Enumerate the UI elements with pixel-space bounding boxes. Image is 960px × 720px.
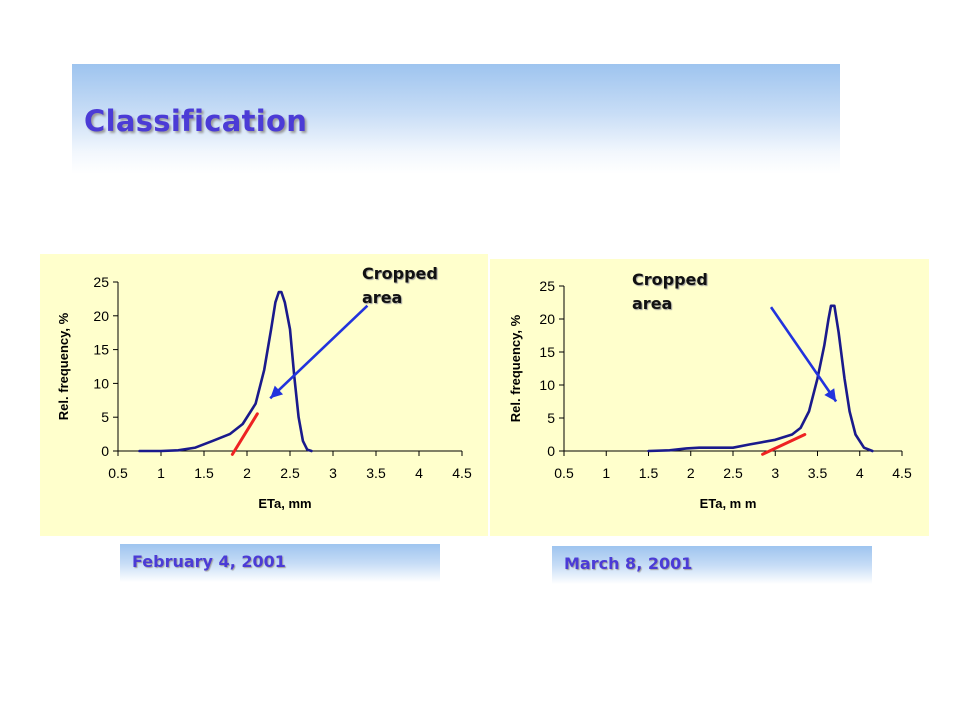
- x-tick-label: 3.5: [366, 465, 386, 481]
- x-axis-label: ETa, mm: [258, 496, 311, 511]
- chart-panel-1: 0 5 10 15 20 25 0.5 1 1.5 2 2.5 3 3.5 4 4.5 ETa, mm Rel.…: [40, 254, 488, 536]
- cropped-area-annotation-2: Cropped area: [632, 268, 742, 316]
- y-tick-label: 0: [547, 443, 555, 459]
- date-label-2: March 8, 2001: [564, 554, 693, 573]
- x-tick-label: 3: [771, 465, 779, 481]
- annotation-line-1: Cropped: [362, 264, 438, 283]
- annotation-arrowhead: [270, 385, 284, 399]
- x-tick-label: 4.5: [892, 465, 912, 481]
- x-tick-label: 2: [687, 465, 695, 481]
- x-tick-label: 0.5: [108, 465, 128, 481]
- x-tick-label: 1.5: [194, 465, 214, 481]
- y-tick-label: 10: [539, 377, 555, 393]
- y-axis-label: Rel. frequency, %: [56, 312, 71, 420]
- y-axis-label: Rel. frequency, %: [508, 314, 523, 422]
- title-banner: [72, 64, 840, 174]
- series-line: [138, 290, 313, 453]
- annotation-arrow: [769, 306, 838, 403]
- chart-panel-2: 0 5 10 15 20 25 0.5 1 1.5 2 2.5 3 3.5 4 4.5 ETa, m m Rel…: [490, 259, 929, 536]
- series-line: [647, 304, 874, 453]
- y-tick-label: 20: [93, 308, 109, 324]
- x-tick-label: 2.5: [280, 465, 300, 481]
- x-tick-label: 1: [157, 465, 165, 481]
- x-tick-label: 1.5: [639, 465, 659, 481]
- annotation-line-2: area: [632, 294, 673, 313]
- slide-title: Classification: [84, 104, 308, 138]
- chart-2: 0 5 10 15 20 25 0.5 1 1.5 2 2.5 3 3.5 4 4.5 ETa, m m Rel…: [508, 278, 912, 511]
- x-tick-label: 1: [602, 465, 610, 481]
- y-tick-label: 20: [539, 311, 555, 327]
- y-tick-label: 0: [101, 443, 109, 459]
- x-axis-label: ETa, m m: [700, 496, 757, 511]
- x-tick-label: 4: [856, 465, 864, 481]
- x-tick-label: 0.5: [554, 465, 574, 481]
- y-tick-label: 15: [539, 344, 555, 360]
- crop-boundary-line: [230, 412, 259, 456]
- y-tick-label: 25: [539, 278, 555, 294]
- chart-1: 0 5 10 15 20 25 0.5 1 1.5 2 2.5 3 3.5 4 4.5 ETa, mm Rel.…: [56, 274, 472, 511]
- y-tick-label: 10: [93, 375, 109, 391]
- x-tick-label: 4.5: [452, 465, 472, 481]
- annotation-arrow: [269, 304, 369, 400]
- x-tick-label: 2: [243, 465, 251, 481]
- date-banner-2: March 8, 2001: [552, 546, 872, 584]
- y-tick-label: 25: [93, 274, 109, 290]
- x-tick-label: 3: [329, 465, 337, 481]
- y-tick-label: 5: [547, 410, 555, 426]
- date-label-1: February 4, 2001: [132, 552, 286, 571]
- y-tick-label: 15: [93, 342, 109, 358]
- crop-boundary-line: [761, 433, 807, 456]
- annotation-line-1: Cropped: [632, 270, 708, 289]
- date-banner-1: February 4, 2001: [120, 544, 440, 582]
- annotation-line-2: area: [362, 288, 403, 307]
- x-tick-label: 2.5: [723, 465, 743, 481]
- annotation-arrowhead: [824, 388, 837, 402]
- x-tick-label: 3.5: [808, 465, 828, 481]
- cropped-area-annotation-1: Cropped area: [362, 262, 472, 310]
- y-tick-label: 5: [101, 409, 109, 425]
- x-tick-label: 4: [415, 465, 423, 481]
